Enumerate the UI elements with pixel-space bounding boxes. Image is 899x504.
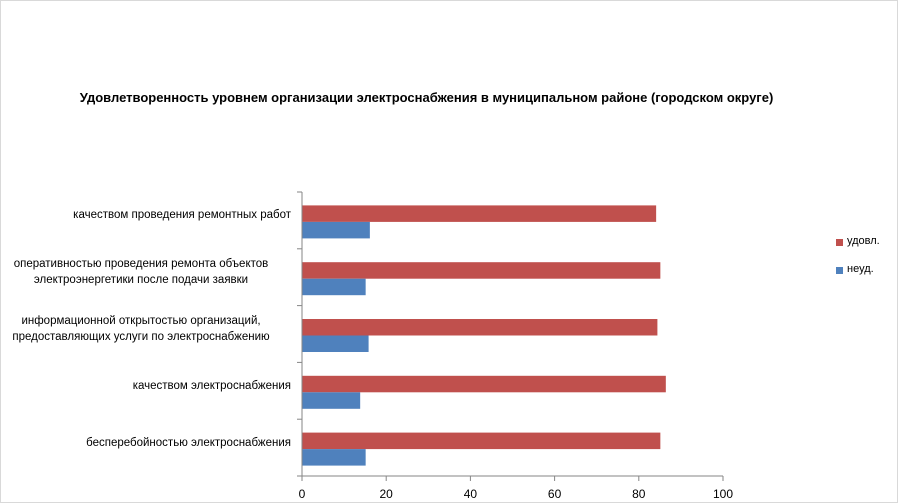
- category-label: бесперебойностью электроснабжения: [0, 435, 291, 451]
- category-label-line: оперативностью проведения ремонта объект…: [13, 258, 269, 271]
- category-label: качеством электроснабжения: [0, 378, 291, 394]
- category-label-line: качеством электроснабжения: [132, 379, 291, 392]
- category-label: информационной открытостью организаций, п…: [0, 313, 291, 345]
- x-tick-label: 80: [632, 487, 646, 501]
- bar-unsatisfied: [302, 221, 370, 239]
- bar-unsatisfied: [302, 335, 369, 352]
- bar-unsatisfied: [302, 392, 361, 409]
- bar-unsatisfied: [302, 449, 366, 466]
- x-tick-label: 100: [712, 487, 734, 501]
- legend-label: удовл.: [847, 235, 880, 247]
- x-tick-label: 60: [547, 487, 562, 501]
- bar-satisfied: [302, 262, 661, 279]
- x-tick-label: 0: [298, 487, 306, 501]
- bar-satisfied: [302, 432, 661, 450]
- category-label-line: электроэнергетики после подачи заявки: [33, 274, 249, 287]
- bar-satisfied: [302, 205, 657, 222]
- legend-swatch: [836, 267, 843, 274]
- category-label-line: информационной открытостью организаций,: [21, 315, 261, 327]
- category-label-line: качеством проведения ремонтных работ: [73, 209, 291, 222]
- x-tick-label: 40: [463, 487, 478, 501]
- legend-swatch: [836, 239, 843, 246]
- legend-label: неуд.: [847, 263, 874, 275]
- chart-title: Удовлетворенность уровнем организации эл…: [79, 90, 774, 105]
- bar-satisfied: [302, 319, 658, 336]
- category-label-line: предоставляющих услуги по электроснабжен…: [12, 331, 270, 343]
- bar-unsatisfied: [302, 278, 366, 296]
- bar-satisfied: [302, 375, 666, 393]
- category-label-line: бесперебойностью электроснабжения: [86, 436, 291, 449]
- category-label: оперативностью проведения ремонта объект…: [0, 256, 291, 288]
- category-label: качеством проведения ремонтных работ: [0, 207, 291, 223]
- x-tick-label: 20: [379, 487, 393, 501]
